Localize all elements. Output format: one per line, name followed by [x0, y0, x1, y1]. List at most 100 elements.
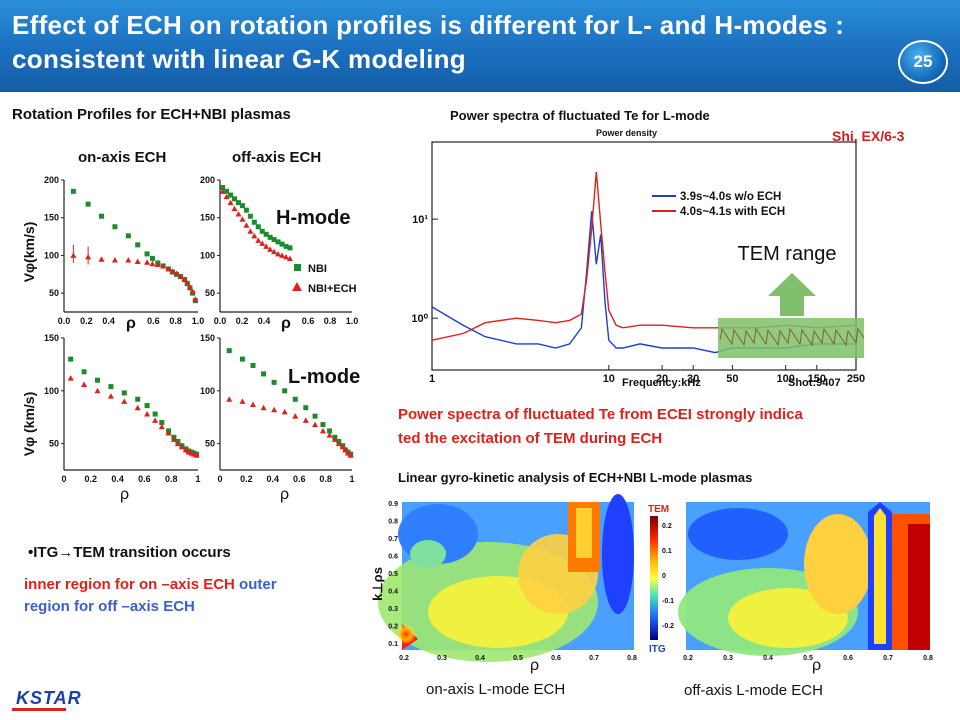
spec-ytick-label: 10¹	[412, 214, 428, 226]
rot-point-nbiech	[169, 268, 176, 274]
colorbar-tick-label: -0.2	[662, 623, 674, 630]
gk-xlabel-right: ρ	[812, 657, 821, 674]
rot-xtick-label: 0.6	[147, 316, 160, 326]
rot-point-nbiech	[255, 237, 262, 243]
gk-xtick-label: 0.5	[513, 655, 523, 662]
gk-xtick-label: 0.2	[399, 655, 409, 662]
rot-point-nbi	[320, 422, 326, 428]
rot-point-nbiech	[281, 408, 288, 415]
rot-point-nbiech	[335, 440, 342, 447]
gk-xtick-label: 0.7	[883, 655, 893, 662]
rot-point-nbi	[68, 356, 74, 362]
rot-point-nbiech	[184, 280, 191, 286]
tem-range-band	[718, 318, 864, 358]
rot-point-nbiech	[165, 266, 172, 272]
rot-point-nbiech	[152, 417, 159, 423]
colorbar-tick-label: 0.1	[662, 548, 672, 555]
rot-point-nbiech	[312, 421, 319, 428]
rot-xtick-label: 0.4	[267, 474, 280, 484]
rot-point-nbi	[85, 201, 91, 207]
tem-noise-trace	[719, 327, 865, 347]
gk-xtick-label: 0.3	[723, 655, 733, 662]
rot-point-nbiech	[339, 443, 346, 450]
rot-point-nbi	[259, 228, 265, 234]
rot-point-nbiech	[125, 256, 132, 263]
rot-ytick-label: 150	[44, 333, 59, 343]
rot-ytick-label: 200	[44, 175, 59, 185]
page-number-badge: 25	[898, 40, 948, 84]
rot-point-nbiech	[235, 210, 242, 217]
rot-point-nbiech	[283, 253, 289, 260]
rot-point-nbiech	[292, 413, 299, 419]
rot-point-nbi	[235, 200, 241, 206]
rotation-section-title: Rotation Profiles for ECH+NBI plasmas	[12, 106, 291, 123]
gk-xtick-label: 0.3	[437, 655, 447, 662]
gk-ytick-label: 0.7	[388, 536, 398, 543]
gk-xtick-label: 0.4	[763, 655, 773, 662]
spec-ytick-label: 10⁰	[411, 313, 428, 325]
rot-point-nbi	[159, 419, 165, 425]
rot-ytick-label: 100	[200, 250, 215, 260]
rot-point-nbi	[125, 233, 131, 239]
rot-xtick-label: 0.0	[214, 316, 227, 326]
rot-point-nbiech	[271, 406, 278, 413]
rot-point-nbiech	[177, 273, 184, 280]
rot-point-nbiech	[94, 387, 101, 394]
bullet-blue-text-1: outer	[239, 576, 277, 593]
rot-xtick-label: 0.8	[169, 316, 182, 326]
power-density-label: Power density	[596, 128, 657, 138]
rot-point-nbi	[261, 371, 267, 377]
gk-xtick-label: 0.6	[843, 655, 853, 662]
rot-xtick-label: 0.0	[58, 316, 71, 326]
gk-caption-left: on-axis L-mode ECH	[426, 681, 566, 698]
rot-point-nbiech	[149, 260, 156, 267]
spectrum-legend: 3.9s~4.0s w/o ECH 4.0s~4.1s with ECH	[652, 191, 785, 218]
gk-xtick-label: 0.5	[803, 655, 813, 662]
rot-point-nbi	[275, 239, 281, 245]
legend-nbi-marker	[294, 264, 301, 271]
rot-point-nbiech	[165, 430, 172, 436]
rot-point-nbi	[250, 362, 256, 368]
spec-xtick-label: 30	[687, 373, 699, 385]
rot-point-nbi	[327, 428, 333, 434]
lmode-label: L-mode	[288, 366, 360, 388]
rot-point-nbi	[232, 196, 238, 202]
rot-point-nbiech	[134, 404, 141, 411]
spec-xtick-label: 10	[603, 373, 615, 385]
legend-nbi-label: NBI	[308, 263, 327, 275]
rot-point-nbi	[99, 213, 105, 219]
gk-heatmap-on-axis	[378, 494, 634, 662]
gk-ytick-label: 0.9	[388, 501, 398, 508]
rot-point-nbiech	[347, 452, 354, 458]
rot-ytick-label: 150	[200, 333, 215, 343]
kstar-logo: KSTAR	[16, 688, 82, 708]
rot-ytick-label: 50	[205, 288, 215, 298]
rot-point-nbi	[292, 396, 298, 402]
legend-woech-label: 3.9s~4.0s w/o ECH	[680, 191, 781, 203]
rot-xtick-label: 0.6	[302, 316, 315, 326]
spec-xtick-label: 1	[429, 373, 435, 385]
spec-xtick-label: 50	[726, 373, 738, 385]
rot-point-nbiech	[111, 256, 118, 263]
gk-xtick-label: 0.6	[551, 655, 561, 662]
tem-arrow-icon	[768, 273, 816, 316]
rot-ytick-label: 200	[200, 175, 215, 185]
rot-point-nbiech	[239, 216, 246, 222]
rot-point-nbiech	[144, 411, 151, 417]
rot-point-nbiech	[170, 436, 177, 442]
gk-heatmaps: k⊥ρs ρ 0.90.80.70.60.50.40.30.20.1 0.2 0.…	[370, 494, 933, 674]
rot-point-nbiech	[154, 261, 161, 267]
gk-title: Linear gyro-kinetic analysis of ECH+NBI …	[398, 470, 753, 485]
rot-point-nbi	[226, 348, 232, 354]
kstar-logo-underline	[12, 708, 66, 711]
rot-ytick-label: 100	[44, 386, 59, 396]
rot-point-nbiech	[98, 256, 105, 262]
rot-point-nbi	[282, 388, 288, 394]
colorbar-tick-label: -0.1	[662, 598, 674, 605]
rot-point-nbi	[303, 405, 309, 411]
rot-ytick-label: 100	[44, 250, 59, 260]
rot-point-nbiech	[275, 250, 282, 257]
rot-point-nbiech	[160, 262, 167, 269]
rot-ytick-label: 150	[44, 213, 59, 223]
rot-point-nbiech	[302, 417, 309, 423]
